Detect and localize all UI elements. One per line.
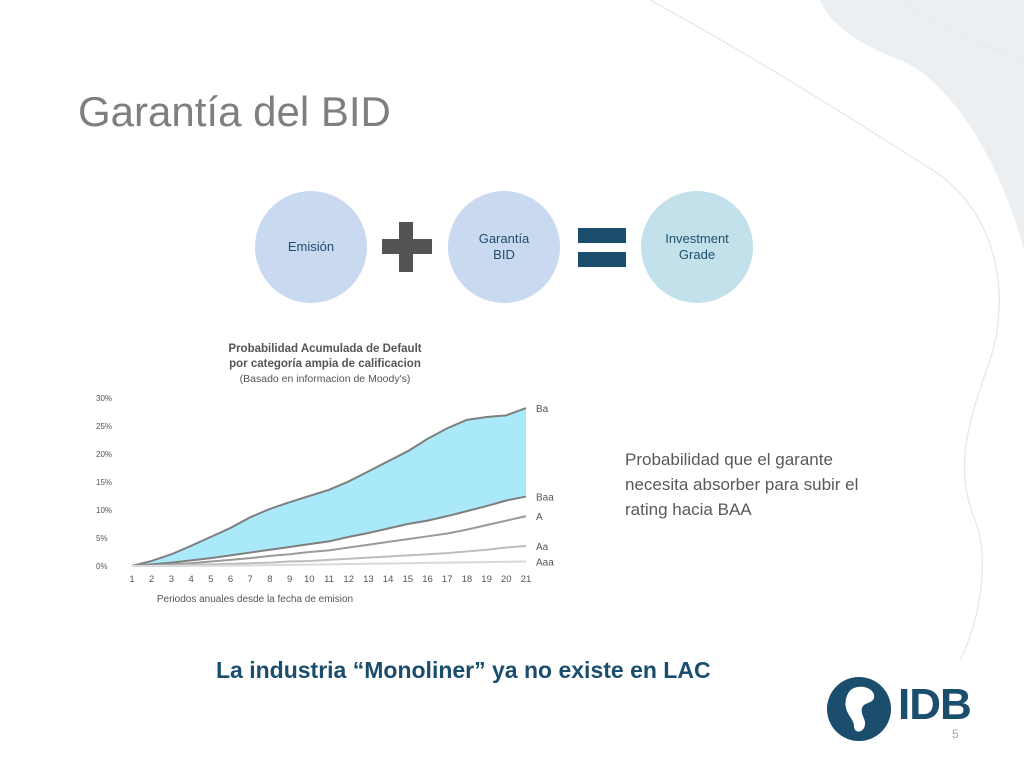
equals-icon — [578, 228, 626, 243]
ba-baa-shaded-area — [132, 408, 526, 566]
plus-icon-bar — [382, 239, 432, 254]
chart-title-line3: (Basado en informacion de Moody's) — [239, 373, 411, 385]
y-tick-label: 10% — [96, 506, 112, 515]
side-note: Probabilidad que el garante necesita abs… — [625, 450, 859, 519]
x-tick-label: 2 — [149, 574, 154, 585]
idb-logo-icon — [827, 677, 891, 741]
garantia-label: Garantía BID — [478, 231, 530, 262]
idb-logo-text: IDB — [898, 680, 972, 729]
series-line-aa — [131, 544, 527, 567]
x-tick-labels: 1 2 3 4 5 6 7 8 9 10 11 12 13 14 15 16 17 18 19 20 21 — [129, 574, 531, 585]
series-line-a — [131, 515, 527, 567]
y-tick-label: 30% — [96, 394, 112, 403]
x-tick-label: 5 — [208, 574, 213, 585]
x-tick-label: 12 — [343, 574, 354, 585]
x-tick-label: 8 — [267, 574, 272, 585]
x-tick-label: 17 — [442, 574, 453, 585]
x-tick-label: 20 — [501, 574, 512, 585]
series-labels: Ba Baa A Aa Aaa — [536, 404, 554, 568]
x-tick-label: 15 — [403, 574, 414, 585]
y-tick-label: 0% — [96, 562, 108, 571]
y-tick-label: 25% — [96, 422, 112, 431]
page-number: 5 — [952, 727, 959, 741]
x-tick-label: 10 — [304, 574, 315, 585]
series-label-a: A — [536, 512, 543, 523]
tagline: La industria “Monoliner” ya no existe en… — [216, 657, 711, 683]
x-tick-label: 19 — [481, 574, 492, 585]
series-label-aaa: Aaa — [536, 558, 554, 569]
series-lines — [131, 407, 527, 567]
series-line-ba — [131, 407, 527, 567]
garantia-circle: Garantía BID — [448, 191, 560, 303]
x-tick-label: 11 — [324, 574, 334, 585]
x-tick-label: 21 — [521, 574, 532, 585]
emision-label: Emisión — [287, 239, 335, 254]
series-line-baa — [131, 495, 527, 567]
equals-icon-bar — [578, 252, 626, 267]
series-label-baa: Baa — [536, 493, 554, 504]
y-tick-label: 5% — [96, 534, 108, 543]
y-tick-label: 15% — [96, 478, 112, 487]
x-tick-label: 7 — [248, 574, 253, 585]
chart-title-line2: por categoría ampia de calificacion — [229, 358, 421, 370]
investment-grade-circle: Investment Grade — [641, 191, 753, 303]
chart-title: Probabilidad Acumulada de Default por ca… — [180, 342, 470, 387]
emision-circle: Emisión — [255, 191, 367, 303]
default-probability-chart: 0%5%10%15%20%25%30% 1 2 3 4 5 6 7 8 9 10 11 12 13 14 1… — [96, 394, 554, 605]
series-label-aa: Aa — [536, 542, 549, 553]
x-tick-label: 1 — [129, 574, 134, 585]
series-label-ba: Ba — [536, 404, 549, 415]
x-tick-label: 18 — [462, 574, 473, 585]
x-tick-label: 9 — [287, 574, 292, 585]
x-tick-label: 16 — [422, 574, 433, 585]
x-tick-label: 13 — [363, 574, 374, 585]
x-axis-label: Periodos anuales desde la fecha de emisi… — [157, 594, 353, 605]
series-line-aaa — [132, 560, 527, 567]
y-tick-labels: 0% 5% 10% 15% 20% 25% 30% — [96, 394, 112, 571]
x-tick-label: 4 — [188, 574, 193, 585]
x-tick-label: 3 — [169, 574, 174, 585]
x-tick-label: 14 — [383, 574, 394, 585]
investment-grade-label: Investment Grade — [665, 231, 729, 262]
x-tick-label: 6 — [228, 574, 233, 585]
chart-title-line1: Probabilidad Acumulada de Default — [228, 343, 422, 355]
page-title: Garantía del BID — [78, 88, 391, 135]
y-tick-label: 20% — [96, 450, 112, 459]
